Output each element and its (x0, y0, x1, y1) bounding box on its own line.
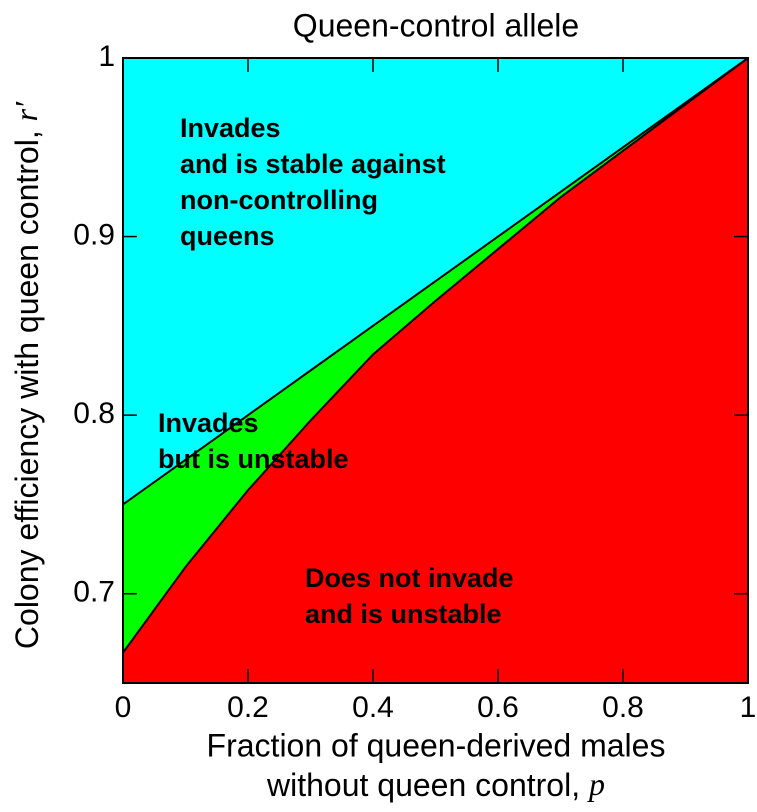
x-tick-label: 0.4 (352, 691, 394, 724)
x-axis-label: Fraction of queen-derived males (207, 727, 666, 763)
region-label: Invades (180, 113, 281, 143)
region-below (123, 58, 748, 683)
y-axis-label: Colony efficiency with queen control, r′ (8, 101, 45, 649)
x-tick-label: 0.8 (602, 691, 644, 724)
y-axis-label-symbol: r′ (8, 101, 44, 121)
y-tick-label: 1 (98, 40, 115, 73)
y-axis-label-text: Colony efficiency with queen control, (9, 121, 45, 649)
region-label: non-controlling (180, 185, 378, 215)
region-label: Does not invade (305, 563, 514, 593)
chart-title: Queen-control allele (293, 7, 579, 43)
x-axis-label-text: without queen control, (266, 767, 589, 803)
region-label: Invades (158, 408, 259, 438)
x-tick-label: 0.6 (477, 691, 519, 724)
x-tick-label: 0 (115, 691, 132, 724)
x-tick-label: 0.2 (227, 691, 269, 724)
region-label: and is unstable (305, 599, 502, 629)
plot-frame (122, 57, 749, 684)
boundary-line (122, 57, 749, 506)
region-label: queens (180, 221, 275, 251)
y-tick-label: 0.8 (73, 397, 115, 430)
x-tick-label: 1 (740, 691, 757, 724)
region-label: but is unstable (158, 444, 349, 474)
y-tick-label: 0.9 (73, 218, 115, 251)
region-label: and is stable against (180, 149, 446, 179)
x-axis-label-symbol: p (587, 766, 605, 802)
y-tick-label: 0.7 (73, 576, 115, 609)
boundary-line (122, 57, 749, 654)
x-axis-label: without queen control, p (266, 766, 605, 803)
